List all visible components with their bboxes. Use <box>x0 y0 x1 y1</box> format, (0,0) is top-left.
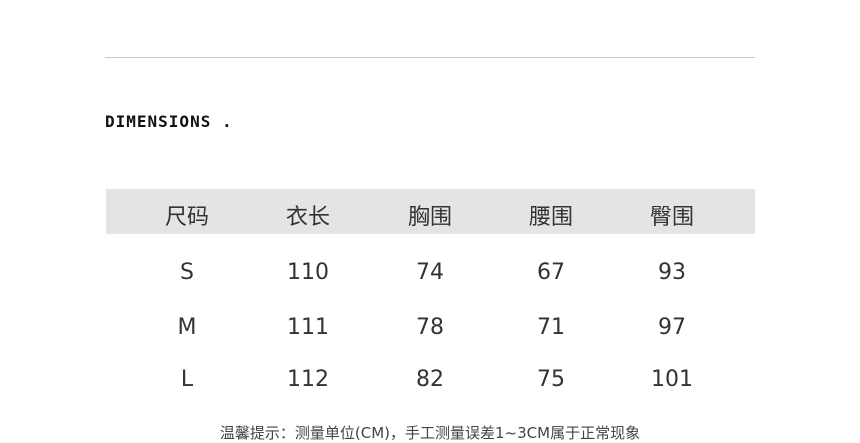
column-header: 腰围 <box>528 205 573 230</box>
table-cell: S <box>180 260 194 285</box>
table-cell: 78 <box>416 315 444 340</box>
table-cell: 101 <box>651 367 693 392</box>
table-cell: M <box>177 315 197 340</box>
section-title: DIMENSIONS . <box>105 112 233 131</box>
column-header: 尺码 <box>164 205 209 230</box>
table-cell: 71 <box>537 315 565 340</box>
table-cell: 97 <box>658 315 686 340</box>
table-cell: 110 <box>287 260 329 285</box>
divider-line <box>105 57 755 58</box>
table-cell: 75 <box>537 367 565 392</box>
column-header: 臀围 <box>649 205 694 230</box>
table-cell: 111 <box>287 315 329 340</box>
column-header: 胸围 <box>407 205 452 230</box>
table-cell: 112 <box>287 367 329 392</box>
table-cell: 74 <box>416 260 444 285</box>
table-cell: L <box>180 367 194 392</box>
table-cell: 93 <box>658 260 686 285</box>
column-header: 衣长 <box>285 205 330 230</box>
table-cell: 67 <box>537 260 565 285</box>
table-cell: 82 <box>416 367 444 392</box>
table-header-bar <box>106 189 755 234</box>
measurement-note: 温馨提示：测量单位(CM)，手工测量误差1~3CM属于正常现象 <box>219 424 641 442</box>
